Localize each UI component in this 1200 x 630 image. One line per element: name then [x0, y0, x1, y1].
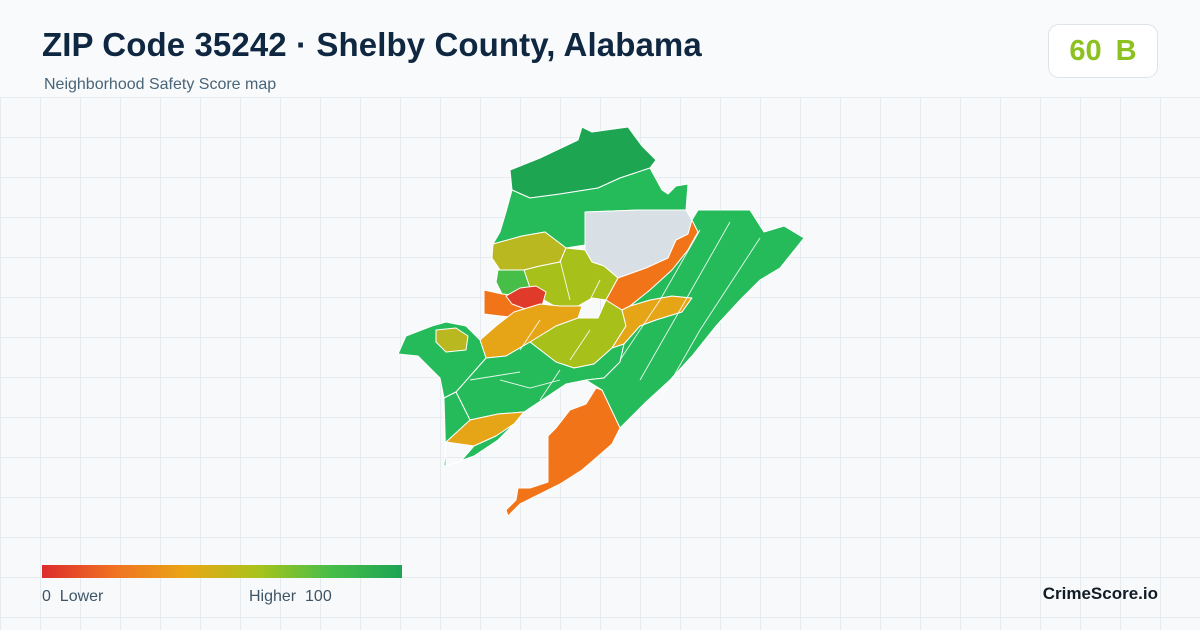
- region-southwest-tail[interactable]: [443, 391, 515, 467]
- score-value: 60: [1069, 34, 1102, 67]
- safety-score-badge: 60 B: [1048, 24, 1158, 78]
- region-south-orange[interactable]: [505, 387, 621, 517]
- page-subtitle: Neighborhood Safety Score map: [44, 76, 277, 93]
- header: [0, 0, 1200, 97]
- region-red-hotspot[interactable]: [505, 285, 547, 311]
- legend-gradient-bar: [42, 565, 402, 578]
- page-title: ZIP Code 35242 · Shelby County, Alabama: [42, 26, 702, 63]
- region-west-olive-small[interactable]: [435, 327, 469, 353]
- legend-min: 0 Lower: [42, 588, 103, 606]
- legend-max: Higher 100: [249, 588, 332, 606]
- legend-min-value: 0: [42, 588, 51, 605]
- legend-min-label: Lower: [59, 588, 104, 605]
- legend-max-label: Higher: [249, 588, 297, 605]
- score-grade: B: [1115, 34, 1137, 67]
- region-east-ridge[interactable]: [585, 209, 805, 429]
- legend-max-value: 100: [305, 588, 332, 605]
- brand-logo-text[interactable]: CrimeScore.io: [1042, 584, 1158, 603]
